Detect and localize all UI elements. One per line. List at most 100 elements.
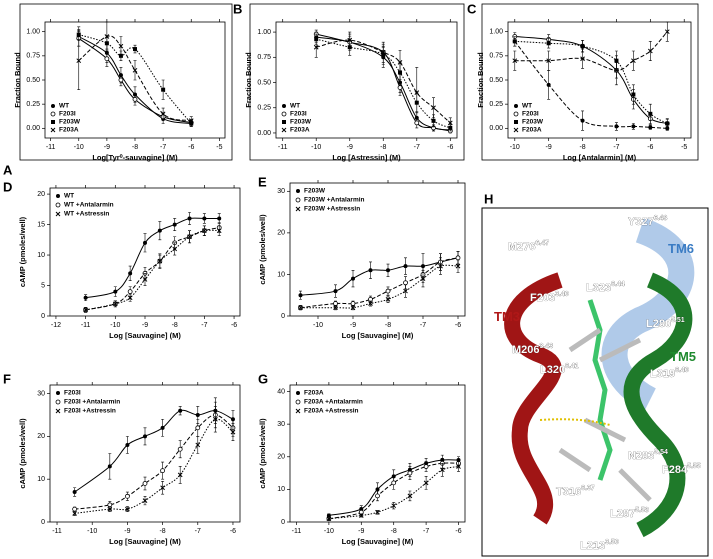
helix-label: TM6 [668,241,694,256]
y-tick-label: 0 [281,313,285,320]
data-point [298,305,303,311]
legend-label: F203W [290,119,312,126]
legend-label: F203I [290,111,307,118]
data-point [380,49,386,55]
data-point [172,246,178,252]
x-tick-label: -7 [160,144,166,151]
x-tick-label: -11 [46,144,56,151]
legend-marker [513,111,519,117]
y-axis-label: Fraction Bound [244,52,253,108]
residue-name: L287 [610,508,635,520]
data-point [202,228,207,234]
x-tick-label: -8 [380,144,386,151]
residue-superscript: 6.47 [536,240,550,247]
y-tick-label: 0.50 [257,79,271,86]
data-point [72,506,78,512]
legend-label: F203A +Astressin [304,408,359,415]
y-axis-label: Fraction Bound [13,52,22,108]
x-axis-label: Log [Sauvagine] (M) [342,331,414,340]
fit-line [300,257,459,296]
data-point [230,429,236,435]
y-tick-label: 30 [277,421,285,428]
data-point [160,468,165,474]
data-point [107,506,113,512]
legend-marker [282,104,286,108]
legend-label: F203W +Astressin [304,206,360,213]
fit-line [300,264,459,309]
panel-frame [249,3,465,161]
plot-area [289,182,466,317]
fit-line [74,418,234,514]
x-tick-label: -7 [420,322,426,329]
legend-label: F203W [522,119,544,126]
data-point [407,493,413,499]
h-bond [539,418,611,426]
residue-label: L2875.58 [610,507,649,520]
data-point [118,43,124,49]
data-point [132,96,138,102]
data-point [187,234,192,240]
residue-superscript: 6.48 [654,215,668,222]
data-point [631,124,636,129]
data-point [423,480,429,486]
y-tick-label: 0.50 [26,77,40,84]
data-point [125,442,130,447]
structure-panel [481,207,709,557]
legend-marker [50,127,56,133]
legend-label: F203A +Antalarmin [304,399,363,406]
legend-label: WT [64,193,74,200]
data-point [177,472,183,478]
residue-name: TM3 [494,309,520,324]
data-point [385,297,391,302]
data-point [326,513,331,518]
data-point [439,467,445,473]
data-point [455,263,461,269]
data-point [648,111,653,116]
legend-marker [51,120,55,124]
data-point [580,56,585,62]
panel-letter: G [258,371,268,386]
legend-marker [295,408,301,414]
legend-marker [281,127,287,133]
y-tick-label: 30 [277,188,285,195]
y-tick-label: 20 [37,433,45,440]
legend-label: WT +Astressin [64,211,109,218]
fit-line [74,414,234,510]
residue-superscript: 3.40 [555,291,569,298]
y-tick-label: 1.00 [257,29,271,36]
legend-marker [55,399,61,405]
x-tick-label: -9 [124,528,130,535]
legend-marker [296,391,300,395]
data-point [333,301,338,306]
panel-letter: A [3,162,13,177]
x-axis-label: Log [Sauvagine] (M) [342,537,414,546]
data-point [104,56,110,62]
legend-marker [514,104,518,108]
residue-superscript: 5.51 [671,317,685,324]
y-tick-label: 0.00 [489,125,503,132]
helix-label: TM5 [670,349,696,364]
legend-label: F203A [304,390,324,397]
residue-label: Y3276.48 [628,215,667,228]
y-tick-label: 20 [277,230,285,237]
residue-label: M2063.43 [512,343,553,356]
legend-label: F203I +Antalarmin [64,399,120,406]
y-tick-label: 10 [277,486,285,493]
data-point [216,228,222,234]
x-axis-label: Log [Astressin] (M) [332,153,401,162]
x-tick-label: -7 [201,322,207,329]
residue-superscript: 5.58 [635,507,649,514]
data-point [142,498,148,503]
residue-superscript: 5.54 [654,449,668,456]
x-tick-label: -8 [132,144,138,151]
data-point [420,276,426,281]
data-point [113,289,118,294]
data-point [403,280,408,286]
residue-superscript: 3.43 [540,343,554,350]
y-tick-label: 5 [41,282,45,289]
x-tick-label: -10 [510,144,520,151]
x-tick-label: -6 [455,322,461,329]
helix-label: TM3 [494,309,520,324]
data-point [177,446,183,452]
x-tick-label: -8 [159,528,165,535]
